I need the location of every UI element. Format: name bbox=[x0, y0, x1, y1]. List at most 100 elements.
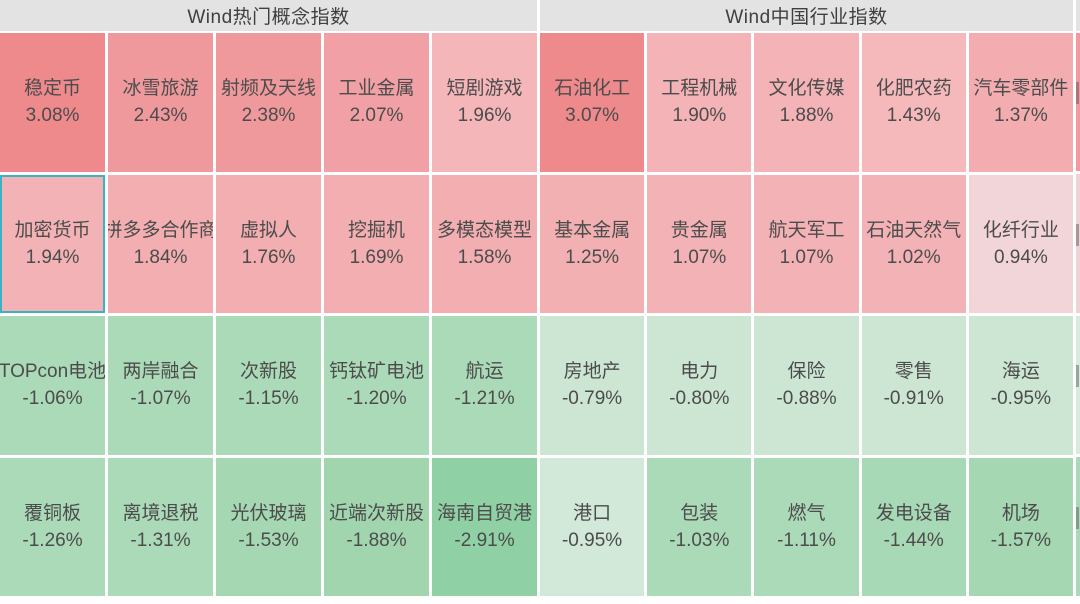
index-tile[interactable]: 次新股 -1.15% bbox=[216, 316, 321, 455]
tile-label: 拼多多合作商 bbox=[108, 219, 213, 241]
tile-label: 燃气 bbox=[787, 502, 826, 524]
tile-value: -1.44% bbox=[883, 529, 944, 551]
tile-label: 覆铜板 bbox=[23, 502, 81, 524]
index-tile[interactable]: 短剧游戏 1.96% bbox=[432, 33, 537, 172]
index-tile[interactable]: 汽车零部件 1.37% bbox=[968, 33, 1073, 172]
index-tile[interactable]: 化肥农药 1.43% bbox=[861, 33, 966, 172]
tile-value: 1.90% bbox=[672, 105, 727, 127]
tile-label: 航运 bbox=[465, 361, 504, 383]
tile-label: 石油天然气 bbox=[866, 219, 962, 241]
tile-label: 基本金属 bbox=[554, 219, 631, 241]
tile-label: 石油化工 bbox=[554, 78, 631, 100]
tile-value: -0.95% bbox=[561, 529, 623, 551]
index-tile[interactable]: 包装 -1.03% bbox=[647, 457, 752, 596]
tile-label: TOPcon电池 bbox=[0, 361, 105, 383]
index-tile[interactable]: 航天军工 1.07% bbox=[754, 174, 859, 313]
tile-label: 射频及天线 bbox=[220, 78, 316, 100]
tile-value: -1.21% bbox=[454, 388, 515, 410]
tile-value: -1.31% bbox=[130, 529, 191, 551]
index-tile[interactable]: TOPcon电池 -1.06% bbox=[0, 316, 105, 455]
index-tile-selected[interactable]: 加密货币 1.94% bbox=[0, 174, 105, 313]
tile-value: -1.53% bbox=[238, 529, 299, 551]
index-tile[interactable]: 保险 -0.88% bbox=[754, 316, 859, 455]
tile-value: 1.07% bbox=[672, 246, 727, 268]
index-tile[interactable]: 燃气 -1.11% bbox=[754, 457, 859, 596]
index-tile[interactable]: 挖掘机 1.69% bbox=[324, 174, 429, 313]
index-tile[interactable]: 电力 -0.80% bbox=[647, 316, 752, 455]
clipped-text-fragment bbox=[1076, 82, 1079, 104]
index-tile[interactable]: 稳定币 3.08% bbox=[0, 33, 105, 172]
index-tile[interactable]: 海运 -0.95% bbox=[968, 316, 1073, 455]
index-tile[interactable]: 港口 -0.95% bbox=[540, 457, 645, 596]
index-tile[interactable]: 离境退税 -1.31% bbox=[108, 457, 213, 596]
concept-index-grid: 稳定币 3.08% 冰雪旅游 2.43% 射频及天线 2.38% 工业金属 2.07% 短剧游戏… bbox=[0, 33, 537, 596]
index-tile[interactable]: 近端次新股 -1.88% bbox=[324, 457, 429, 596]
tile-label: 电力 bbox=[680, 361, 719, 383]
tile-value: 1.43% bbox=[886, 105, 941, 127]
index-tile[interactable]: 石油化工 3.07% bbox=[540, 33, 645, 172]
tile-value: -1.07% bbox=[130, 388, 191, 410]
tile-label: 加密货币 bbox=[14, 219, 91, 241]
tile-label: 机场 bbox=[1001, 502, 1040, 524]
tile-value: -0.95% bbox=[990, 388, 1051, 410]
index-tile[interactable]: 海南自贸港 -2.91% bbox=[432, 457, 537, 596]
tile-label: 发电设备 bbox=[875, 502, 952, 524]
section-title-hot-concept: Wind热门概念指数 bbox=[0, 0, 537, 31]
tile-label: 化纤行业 bbox=[982, 219, 1059, 241]
index-tile[interactable]: 基本金属 1.25% bbox=[540, 174, 645, 313]
tile-value: 0.94% bbox=[993, 246, 1048, 268]
tile-value: 1.58% bbox=[457, 246, 512, 268]
tile-label: 多模态模型 bbox=[436, 219, 532, 241]
index-tile[interactable]: 工程机械 1.90% bbox=[647, 33, 752, 172]
tile-label: 工程机械 bbox=[661, 78, 738, 100]
tile-value: -1.06% bbox=[22, 388, 83, 410]
clipped-column-cell bbox=[1076, 457, 1080, 596]
tile-value: -1.26% bbox=[22, 529, 83, 551]
tile-value: -1.03% bbox=[669, 529, 730, 551]
index-tile[interactable]: 发电设备 -1.44% bbox=[861, 457, 966, 596]
index-tile[interactable]: 房地产 -0.79% bbox=[540, 316, 645, 455]
tile-value: 1.02% bbox=[886, 246, 941, 268]
clipped-column-cell bbox=[1076, 33, 1080, 171]
index-tile[interactable]: 化纤行业 0.94% bbox=[968, 174, 1073, 313]
tile-value: 1.94% bbox=[25, 246, 80, 268]
index-tile[interactable]: 钙钛矿电池 -1.20% bbox=[324, 316, 429, 455]
tile-value: 2.38% bbox=[241, 105, 296, 127]
index-tile[interactable]: 射频及天线 2.38% bbox=[216, 33, 321, 172]
section-china-industry-indices: Wind中国行业指数 石油化工 3.07% 工程机械 1.90% 文化传媒 1.88% 化肥… bbox=[540, 0, 1073, 596]
tile-value: 2.07% bbox=[349, 105, 404, 127]
index-tile[interactable]: 多模态模型 1.58% bbox=[432, 174, 537, 313]
index-tile[interactable]: 文化传媒 1.88% bbox=[754, 33, 859, 172]
tile-value: -1.57% bbox=[990, 529, 1051, 551]
index-tile[interactable]: 虚拟人 1.76% bbox=[216, 174, 321, 313]
tile-label: 港口 bbox=[573, 502, 612, 524]
index-tile[interactable]: 光伏玻璃 -1.53% bbox=[216, 457, 321, 596]
index-tile[interactable]: 工业金属 2.07% bbox=[324, 33, 429, 172]
index-tile[interactable]: 贵金属 1.07% bbox=[647, 174, 752, 313]
index-tile[interactable]: 机场 -1.57% bbox=[968, 457, 1073, 596]
tile-label: 稳定币 bbox=[23, 78, 81, 100]
tile-label: 化肥农药 bbox=[875, 78, 952, 100]
tile-value: 1.96% bbox=[457, 105, 512, 127]
clipped-text-fragment bbox=[1076, 506, 1079, 529]
tile-label: 海南自贸港 bbox=[436, 502, 532, 524]
clipped-column-header bbox=[1076, 0, 1080, 31]
tile-value: 1.07% bbox=[779, 246, 834, 268]
tile-value: 2.43% bbox=[133, 105, 188, 127]
index-tile[interactable]: 两岸融合 -1.07% bbox=[108, 316, 213, 455]
tile-value: 1.37% bbox=[993, 105, 1048, 127]
index-tile[interactable]: 覆铜板 -1.26% bbox=[0, 457, 105, 596]
section-title-china-industry: Wind中国行业指数 bbox=[540, 0, 1073, 31]
index-tile[interactable]: 拼多多合作商 1.84% bbox=[108, 174, 213, 313]
tile-label: 两岸融合 bbox=[122, 361, 199, 383]
tile-value: -0.91% bbox=[883, 388, 944, 410]
index-tile[interactable]: 航运 -1.21% bbox=[432, 316, 537, 455]
index-tile[interactable]: 石油天然气 1.02% bbox=[861, 174, 966, 313]
tile-value: 1.84% bbox=[133, 246, 188, 268]
tile-label: 工业金属 bbox=[338, 78, 415, 100]
tile-label: 挖掘机 bbox=[347, 219, 405, 241]
tile-value: -2.91% bbox=[454, 529, 515, 551]
index-tile[interactable]: 零售 -0.91% bbox=[861, 316, 966, 455]
index-tile[interactable]: 冰雪旅游 2.43% bbox=[108, 33, 213, 172]
